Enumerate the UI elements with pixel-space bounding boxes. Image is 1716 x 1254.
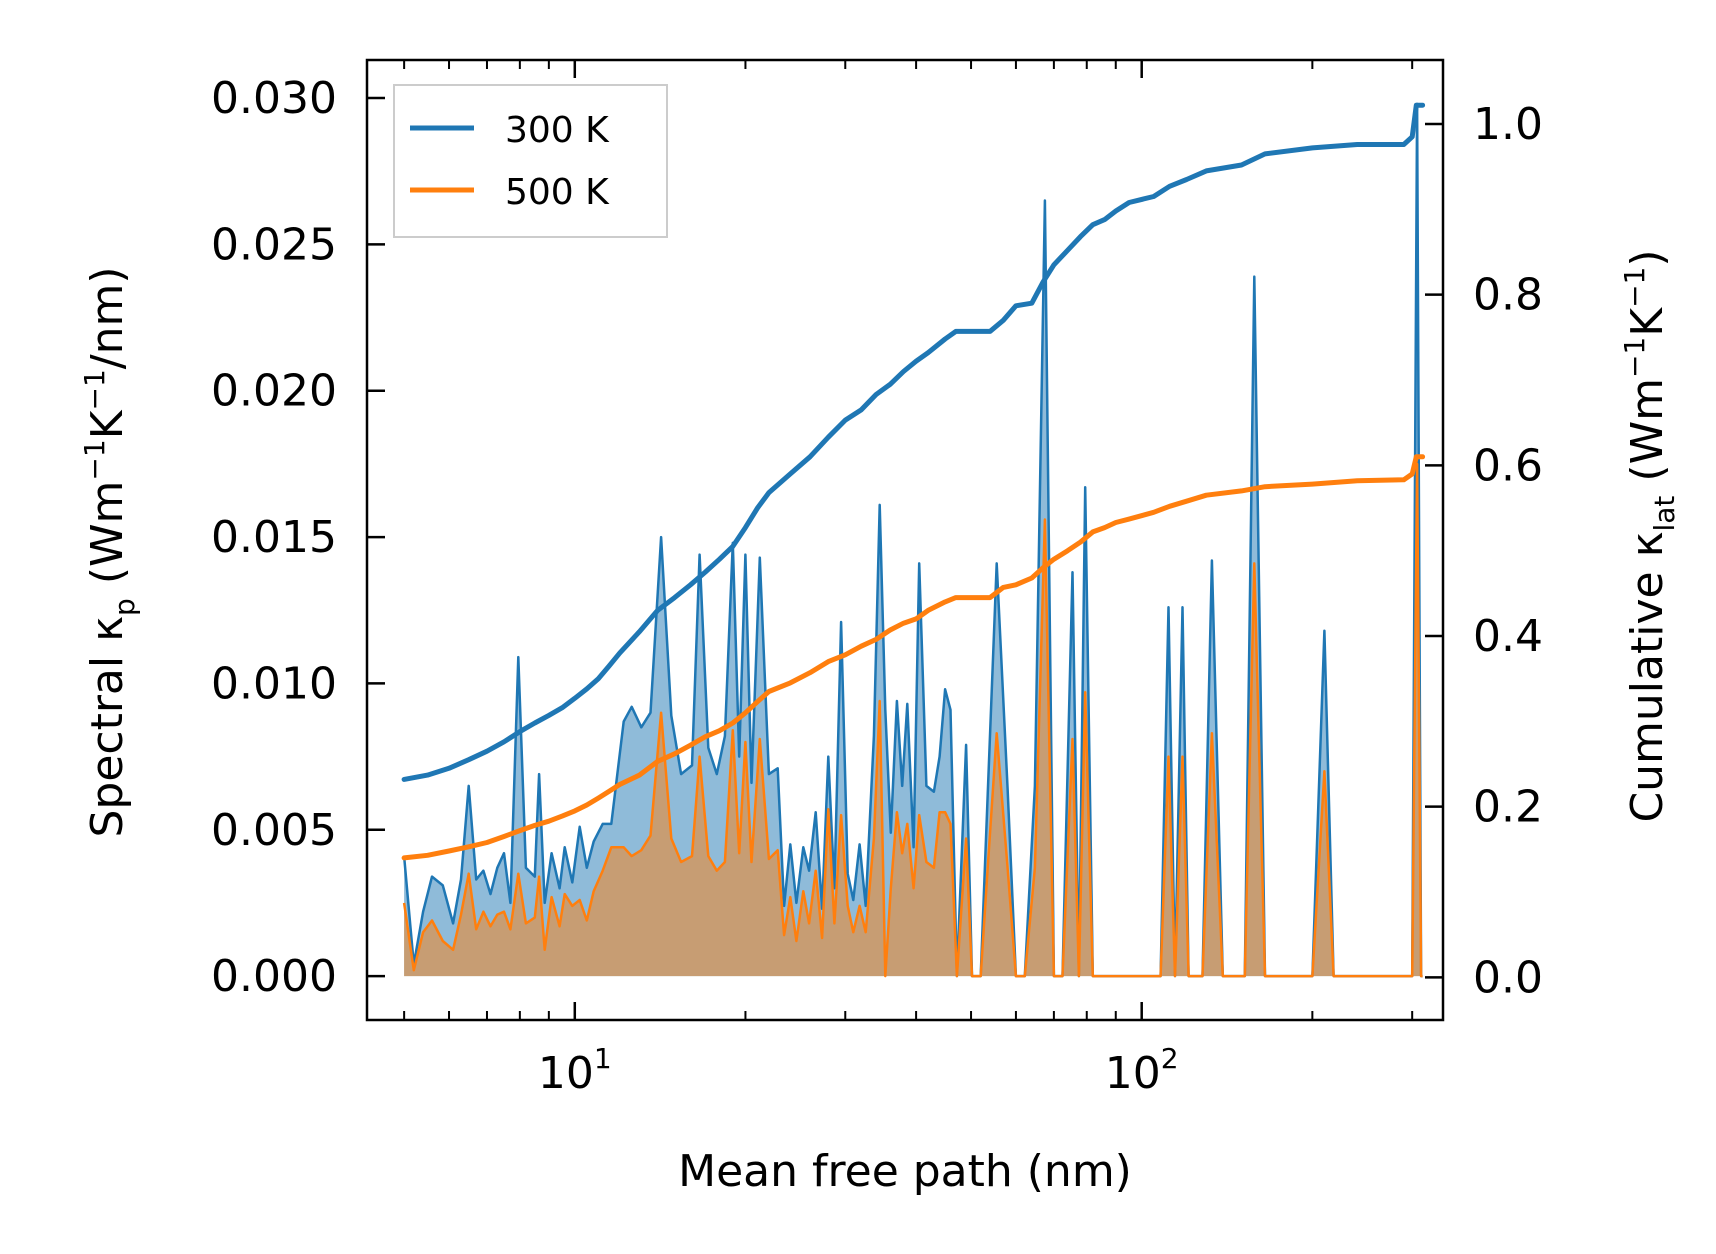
cumulative-line-500k [401, 454, 1426, 861]
cumulative-line-300k [401, 102, 1426, 782]
x-tick-label-10: 101 [538, 1042, 612, 1099]
x-axis-title: Mean free path (nm) [678, 1146, 1132, 1197]
x-tick-label-100: 102 [1105, 1042, 1179, 1099]
plot-frame [365, 58, 1445, 1022]
right-y-tick-label-0.4: 0.4 [1473, 611, 1543, 662]
left-y-tick-label-0.015: 0.015 [211, 512, 337, 563]
right-y-tick-label-0.0: 0.0 [1473, 952, 1543, 1003]
right-y-tick-label-0.6: 0.6 [1473, 440, 1543, 491]
spectral-fill-500k [404, 463, 1423, 977]
left-y-tick-label-0.000: 0.000 [211, 951, 337, 1002]
right-y-tick-label-0.8: 0.8 [1473, 270, 1543, 321]
left-y-axis-title: Spectral κp (Wm−1K−1/nm) [78, 266, 141, 837]
left-y-tick-label-0.010: 0.010 [211, 658, 337, 709]
right-y-tick-label-1.0: 1.0 [1473, 99, 1543, 150]
left-y-tick-label-0.025: 0.025 [211, 219, 337, 270]
legend: 300 K 500 K [393, 84, 668, 238]
plot-area [401, 102, 1426, 978]
left-y-tick-label-0.030: 0.030 [211, 73, 337, 124]
legend-label-500k: 500 K [505, 172, 610, 213]
legend-box [393, 84, 668, 238]
spectral-line-500k [402, 462, 1423, 978]
right-y-axis-title: Cumulative κlat (Wm−1K−1) [1618, 249, 1681, 822]
legend-label-300k: 300 K [505, 110, 610, 151]
right-y-tick-label-0.2: 0.2 [1473, 782, 1543, 833]
left-y-tick-label-0.005: 0.005 [211, 805, 337, 856]
axes: 0.000 0.005 0.010 0.015 0.020 0.025 0.030 0.0 0.… [211, 58, 1543, 1099]
left-y-tick-label-0.020: 0.020 [211, 366, 337, 417]
